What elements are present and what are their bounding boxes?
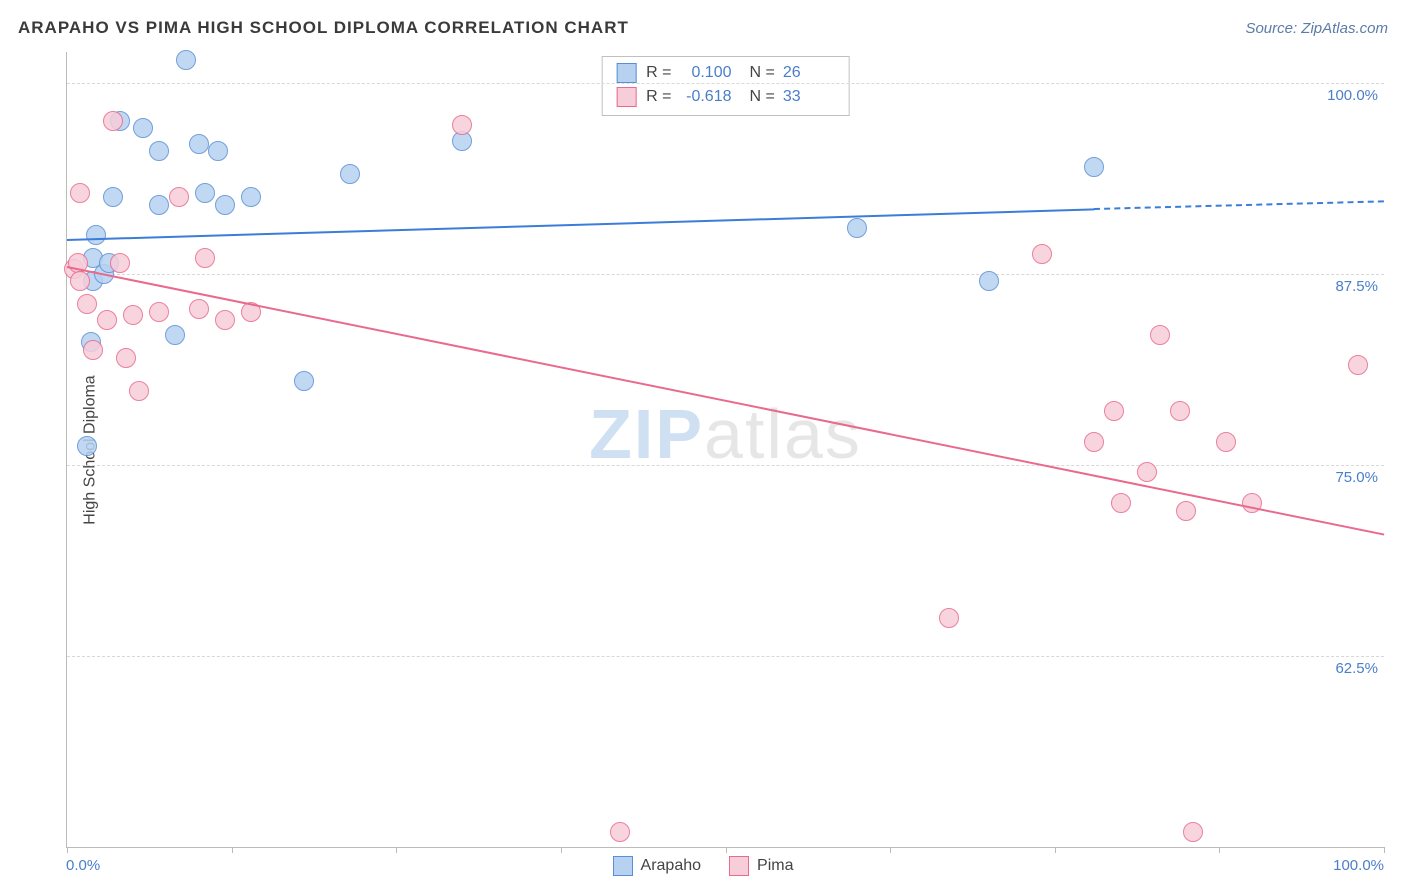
data-point (208, 141, 228, 161)
data-point (452, 115, 472, 135)
data-point (1348, 355, 1368, 375)
x-tick (67, 847, 68, 853)
legend-swatch (729, 856, 749, 876)
r-value: -0.618 (680, 88, 732, 106)
n-value: 26 (783, 64, 835, 82)
x-tick (232, 847, 233, 853)
stats-row: R = -0.618 N = 33 (616, 85, 835, 109)
legend-swatch (613, 856, 633, 876)
data-point (176, 50, 196, 70)
r-label: R = (646, 64, 671, 82)
x-axis-start-label: 0.0% (66, 857, 100, 874)
grid-line (67, 656, 1384, 657)
r-value: 0.100 (680, 64, 732, 82)
data-point (215, 195, 235, 215)
data-point (1150, 325, 1170, 345)
r-label: R = (646, 88, 671, 106)
data-point (83, 340, 103, 360)
data-point (215, 310, 235, 330)
data-point (129, 381, 149, 401)
series-swatch (616, 87, 636, 107)
data-point (610, 822, 630, 842)
grid-line (67, 83, 1384, 84)
x-tick (890, 847, 891, 853)
data-point (149, 302, 169, 322)
data-point (86, 225, 106, 245)
x-tick (1384, 847, 1385, 853)
grid-line (67, 274, 1384, 275)
n-label: N = (750, 88, 775, 106)
data-point (1084, 157, 1104, 177)
legend-item: Arapaho (613, 856, 702, 876)
data-point (340, 164, 360, 184)
data-point (110, 253, 130, 273)
chart-source: Source: ZipAtlas.com (1245, 20, 1388, 37)
chart-title: ARAPAHO VS PIMA HIGH SCHOOL DIPLOMA CORR… (18, 18, 629, 38)
data-point (189, 299, 209, 319)
data-point (97, 310, 117, 330)
data-point (103, 187, 123, 207)
y-tick-label: 87.5% (1335, 278, 1378, 295)
data-point (149, 141, 169, 161)
data-point (241, 187, 261, 207)
x-tick (1055, 847, 1056, 853)
x-tick (726, 847, 727, 853)
data-point (1170, 401, 1190, 421)
data-point (189, 134, 209, 154)
data-point (133, 118, 153, 138)
series-swatch (616, 63, 636, 83)
chart-header: ARAPAHO VS PIMA HIGH SCHOOL DIPLOMA CORR… (18, 18, 1388, 38)
data-point (1176, 501, 1196, 521)
data-point (1183, 822, 1203, 842)
stats-row: R = 0.100 N = 26 (616, 61, 835, 85)
data-point (77, 294, 97, 314)
plot-area: ZIPatlas R = 0.100 N = 26 R = -0.618 N = 33 62.… (66, 52, 1384, 848)
data-point (1216, 432, 1236, 452)
data-point (70, 271, 90, 291)
x-axis-end-label: 100.0% (1333, 857, 1384, 874)
data-point (979, 271, 999, 291)
trend-line (1094, 200, 1384, 210)
watermark-prefix: ZIP (589, 395, 704, 473)
legend-item: Pima (729, 856, 793, 876)
y-tick-label: 62.5% (1335, 660, 1378, 677)
y-tick-label: 100.0% (1327, 87, 1378, 104)
data-point (70, 183, 90, 203)
watermark: ZIPatlas (589, 394, 862, 474)
trend-line (67, 266, 1384, 536)
data-point (195, 183, 215, 203)
data-point (165, 325, 185, 345)
data-point (116, 348, 136, 368)
legend: Arapaho Pima (0, 856, 1406, 876)
data-point (77, 436, 97, 456)
data-point (1137, 462, 1157, 482)
x-tick (561, 847, 562, 853)
data-point (195, 248, 215, 268)
data-point (169, 187, 189, 207)
data-point (149, 195, 169, 215)
data-point (1084, 432, 1104, 452)
stats-box: R = 0.100 N = 26 R = -0.618 N = 33 (601, 56, 850, 116)
y-tick-label: 75.0% (1335, 469, 1378, 486)
data-point (103, 111, 123, 131)
grid-line (67, 465, 1384, 466)
data-point (294, 371, 314, 391)
chart-area: High School Diploma ZIPatlas R =0.100N =… (22, 52, 1384, 848)
data-point (123, 305, 143, 325)
data-point (939, 608, 959, 628)
x-tick (396, 847, 397, 853)
data-point (1032, 244, 1052, 264)
n-label: N = (750, 64, 775, 82)
legend-label: Pima (757, 857, 793, 875)
watermark-suffix: atlas (704, 395, 862, 473)
x-tick (1219, 847, 1220, 853)
data-point (1104, 401, 1124, 421)
legend-label: Arapaho (641, 857, 702, 875)
data-point (847, 218, 867, 238)
data-point (1111, 493, 1131, 513)
n-value: 33 (783, 88, 835, 106)
